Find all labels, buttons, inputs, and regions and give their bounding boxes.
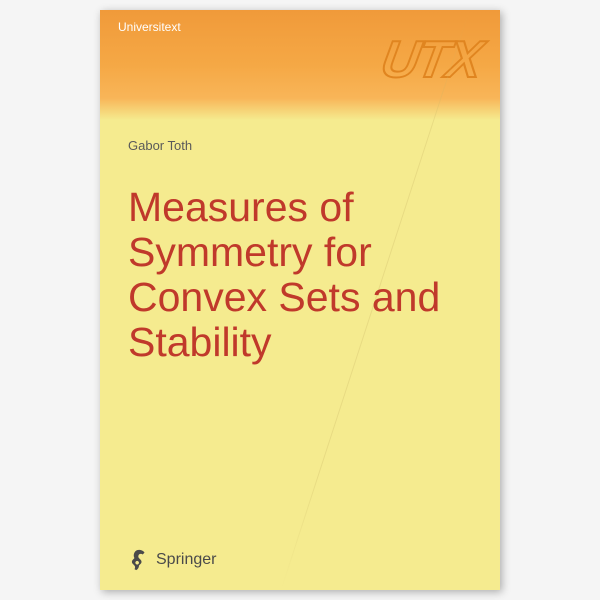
series-label: Universitext xyxy=(118,20,181,34)
publisher-block: Springer xyxy=(128,548,216,572)
header-band: Universitext UTX xyxy=(100,10,500,120)
springer-horse-icon xyxy=(128,548,150,572)
utx-logo: UTX xyxy=(377,30,486,90)
book-cover: Universitext UTX Gabor Toth Measures of … xyxy=(100,10,500,590)
author-name: Gabor Toth xyxy=(128,138,192,153)
book-title: Measures of Symmetry for Convex Sets and… xyxy=(128,185,460,365)
publisher-name: Springer xyxy=(156,551,216,569)
